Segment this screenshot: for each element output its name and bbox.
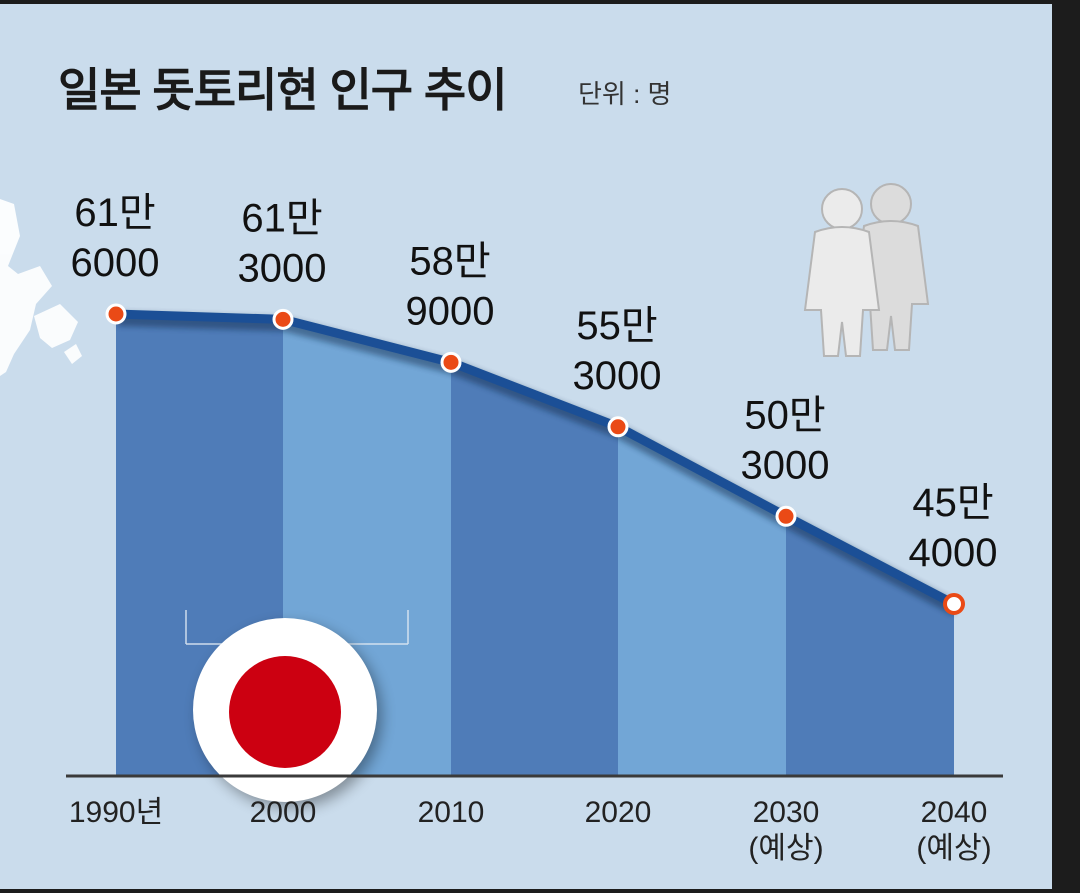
map-silhouette-icon: [0, 199, 82, 376]
x-tick-label: 2020: [585, 796, 652, 829]
trend-line-path: [111, 309, 959, 609]
bar-segment: [618, 426, 786, 776]
x-tick-label: 2030: [753, 796, 820, 829]
value-label: 3000: [238, 246, 327, 290]
value-label: 6000: [71, 241, 160, 285]
unit-label: 단위 : 명: [578, 79, 672, 109]
chart-title: 일본 돗토리현 인구 추이: [58, 64, 508, 116]
data-point-marker: [607, 416, 629, 438]
data-points: [105, 303, 965, 615]
bar-segment: [786, 516, 954, 776]
data-point-marker: [775, 505, 797, 527]
value-label: 4000: [909, 531, 998, 575]
trend-line: [111, 309, 960, 616]
value-label: 45만: [912, 481, 993, 525]
value-label: 3000: [741, 443, 830, 487]
value-label: 3000: [573, 354, 662, 398]
value-label: 58만: [409, 239, 490, 283]
data-point-marker: [272, 308, 294, 330]
bar-segment: [451, 362, 618, 776]
value-label: 50만: [744, 393, 825, 437]
people-icon: [803, 183, 930, 357]
japan-flag-icon: [193, 618, 382, 808]
bars: [116, 314, 954, 776]
value-label: 9000: [406, 289, 495, 333]
x-tick-label: 1990년: [69, 796, 163, 829]
data-point-marker: [105, 303, 127, 325]
data-point-marker: [943, 593, 965, 615]
x-tick-labels: 1990년 2000 2010 2020 2030(예상)2040(예상): [69, 796, 992, 865]
x-tick-label: (예상): [916, 832, 991, 865]
value-labels: 61만 6000 61만 3000 58만 9000 55만 3000 50만 3000 45만 40…: [71, 191, 998, 575]
data-point-marker: [440, 351, 462, 373]
x-tick-label: (예상): [748, 832, 823, 865]
x-tick-label: 2010: [418, 796, 485, 829]
x-tick-label: 2040: [921, 796, 988, 829]
value-label: 61만: [241, 196, 322, 240]
chart-card: 일본 돗토리현 인구 추이 단위 : 명: [0, 0, 1052, 889]
value-label: 61만: [74, 191, 155, 235]
x-tick-label: 2000: [250, 796, 317, 829]
population-chart: 61만 6000 61만 3000 58만 9000 55만 3000 50만 3000 45만 40…: [0, 183, 1003, 865]
value-label: 55만: [576, 304, 657, 348]
